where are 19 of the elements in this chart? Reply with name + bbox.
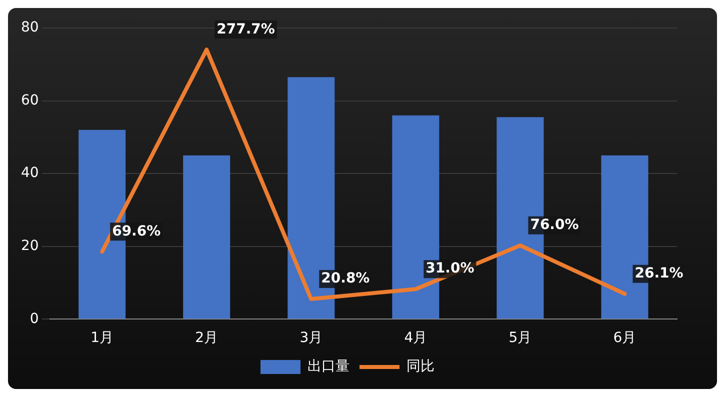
data-label: 76.0% xyxy=(530,217,579,234)
x-tick-label: 1月 xyxy=(90,330,114,346)
x-tick-label: 4月 xyxy=(404,330,428,346)
x-tick-label: 2月 xyxy=(195,330,218,346)
y-tick-label: 40 xyxy=(20,165,39,182)
data-label: 20.8% xyxy=(321,270,370,287)
y-tick-label: 0 xyxy=(30,310,39,327)
legend-label: 同比 xyxy=(406,358,434,375)
x-tick-label: 6月 xyxy=(613,330,636,346)
y-tick-label: 80 xyxy=(20,20,39,36)
y-tick-label: 20 xyxy=(20,238,39,254)
data-label: 26.1% xyxy=(634,266,684,282)
legend-label: 出口量 xyxy=(308,358,350,375)
data-label: 277.7% xyxy=(216,21,275,38)
y-tick-label: 60 xyxy=(20,92,39,108)
x-tick-label: 5月 xyxy=(508,330,532,346)
data-label: 31.0% xyxy=(426,260,474,277)
x-tick-label: 3月 xyxy=(300,330,323,346)
data-label: 69.6% xyxy=(112,223,161,240)
